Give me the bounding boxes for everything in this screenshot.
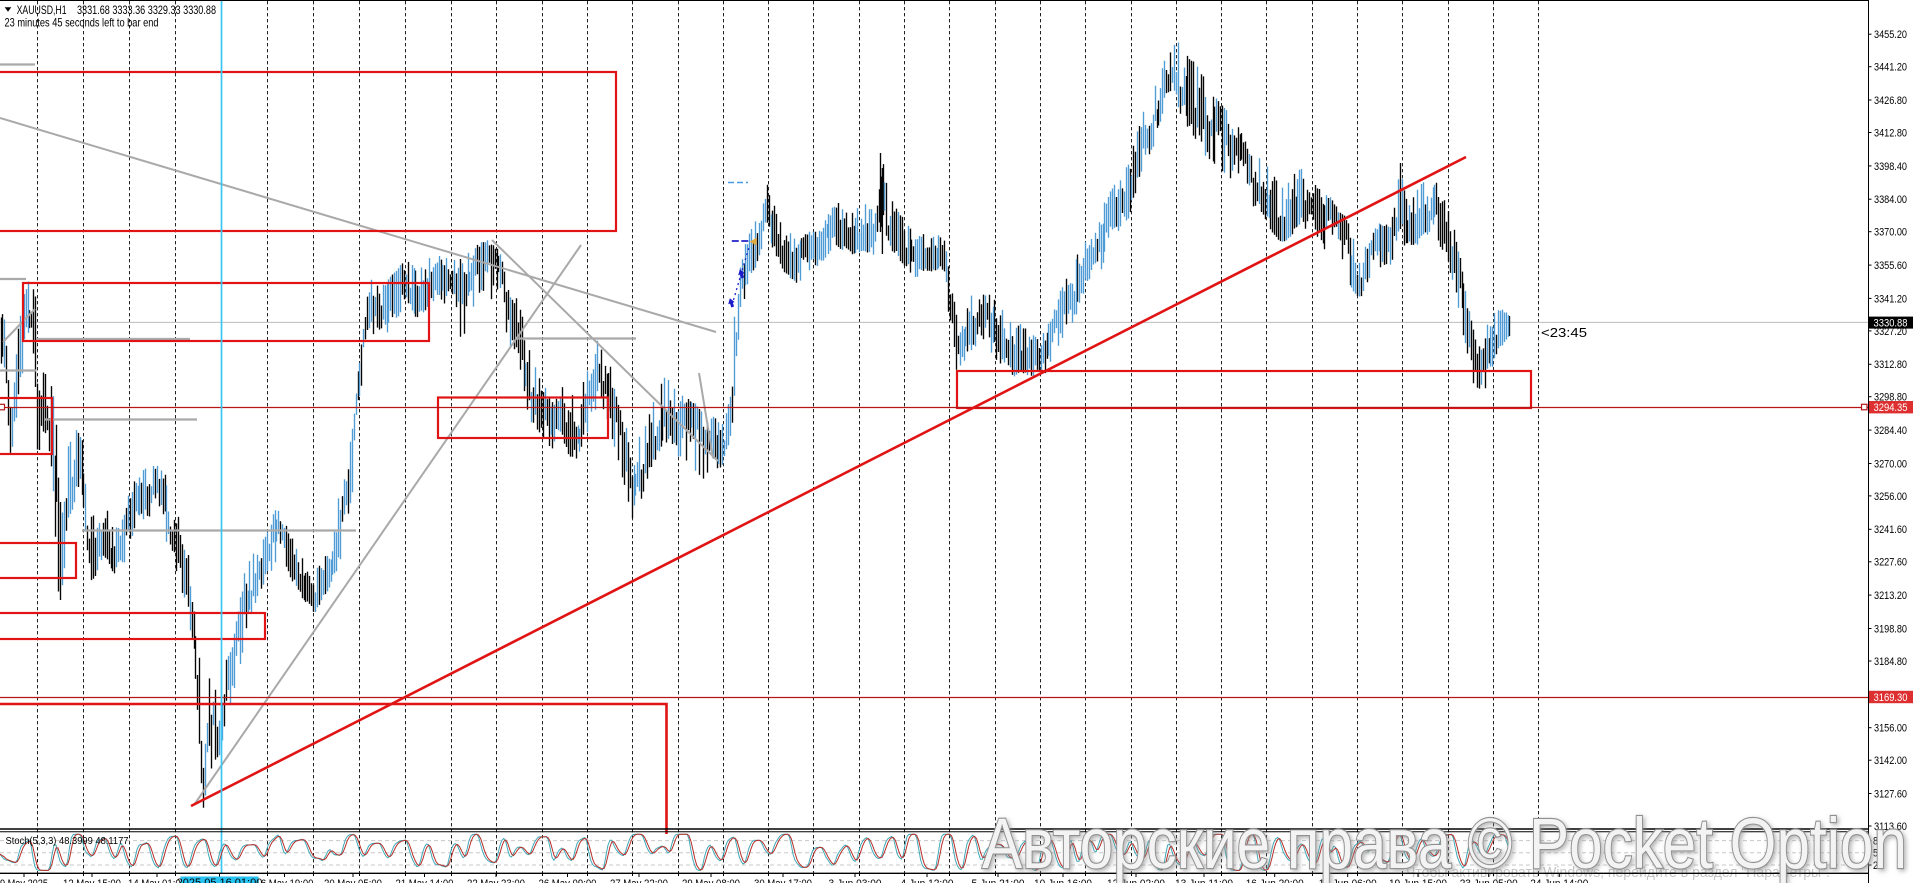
svg-text:3312.80: 3312.80 <box>1874 359 1907 371</box>
svg-text:23 Jun 05:00: 23 Jun 05:00 <box>1460 878 1518 883</box>
svg-text:3330.88: 3330.88 <box>1874 317 1908 329</box>
svg-text:3213.20: 3213.20 <box>1874 590 1907 602</box>
svg-text:Чтобы активировать Windows, пе: Чтобы активировать Windows, перейдите в … <box>1406 864 1830 881</box>
svg-text:13 Jun 11:00: 13 Jun 11:00 <box>1175 878 1233 883</box>
svg-text:3169.30: 3169.30 <box>1874 692 1908 704</box>
svg-text:30 May 17:00: 30 May 17:00 <box>754 878 812 883</box>
svg-text:3294.35: 3294.35 <box>1874 402 1908 414</box>
svg-text:10 Jun 16:00: 10 Jun 16:00 <box>1034 878 1092 883</box>
svg-text:3398.40: 3398.40 <box>1874 161 1907 173</box>
svg-text:3 Jun 03:00: 3 Jun 03:00 <box>829 878 882 883</box>
svg-text:20: 20 <box>1873 860 1883 872</box>
svg-text:3355.60: 3355.60 <box>1874 260 1907 272</box>
svg-text:22 May 23:00: 22 May 23:00 <box>467 878 525 883</box>
svg-text:80: 80 <box>1873 836 1883 848</box>
svg-text:20 May 05:00: 20 May 05:00 <box>324 878 382 883</box>
svg-text:3184.80: 3184.80 <box>1874 656 1907 668</box>
svg-text:3156.00: 3156.00 <box>1874 723 1907 735</box>
svg-text:3426.80: 3426.80 <box>1874 95 1907 107</box>
svg-text:27 May 22:00: 27 May 22:00 <box>610 878 668 883</box>
svg-text:4 Jun 12:00: 4 Jun 12:00 <box>901 878 954 883</box>
svg-text:3113.60: 3113.60 <box>1874 821 1907 833</box>
svg-text:3370.00: 3370.00 <box>1874 227 1907 239</box>
svg-text:19 Jun 15:00: 19 Jun 15:00 <box>1389 878 1447 883</box>
svg-text:3256.00: 3256.00 <box>1874 491 1907 503</box>
svg-text:3341.20: 3341.20 <box>1874 293 1907 305</box>
svg-text:24 Jun 14:00: 24 Jun 14:00 <box>1530 878 1588 883</box>
svg-text:3127.60: 3127.60 <box>1874 788 1907 800</box>
svg-text:3298.80: 3298.80 <box>1874 392 1907 404</box>
svg-text:26 May 09:00: 26 May 09:00 <box>539 878 597 883</box>
svg-text:21 May 14:00: 21 May 14:00 <box>396 878 454 883</box>
svg-text:12 May 15:00: 12 May 15:00 <box>63 878 121 883</box>
svg-text:3327.20: 3327.20 <box>1874 326 1907 338</box>
svg-text:5 Jun 21:00: 5 Jun 21:00 <box>972 878 1025 883</box>
svg-text:9 May 2025: 9 May 2025 <box>0 878 48 883</box>
svg-text:3142.00: 3142.00 <box>1874 755 1907 767</box>
svg-text:18 Jun 06:00: 18 Jun 06:00 <box>1319 878 1377 883</box>
svg-text:3227.60: 3227.60 <box>1874 557 1907 569</box>
svg-text:3270.00: 3270.00 <box>1874 458 1907 470</box>
svg-text:XAUUSD,H1: XAUUSD,H1 <box>17 3 67 17</box>
svg-text:50: 50 <box>1873 848 1883 860</box>
svg-text:2025.05.16 01:00: 2025.05.16 01:00 <box>177 877 263 883</box>
svg-text:3198.80: 3198.80 <box>1874 623 1907 635</box>
svg-text:3384.00: 3384.00 <box>1874 194 1907 206</box>
svg-text:3331.68 3333.36 3329.33 3330.8: 3331.68 3333.36 3329.33 3330.88 <box>77 3 216 17</box>
svg-text:29 May 08:00: 29 May 08:00 <box>682 878 740 883</box>
svg-text:3284.40: 3284.40 <box>1874 425 1907 437</box>
svg-text:3441.20: 3441.20 <box>1874 62 1907 74</box>
svg-text:3241.60: 3241.60 <box>1874 524 1907 536</box>
svg-text:3455.20: 3455.20 <box>1874 29 1907 41</box>
svg-text:<23:45: <23:45 <box>1541 325 1587 340</box>
svg-text:16 Jun 20:00: 16 Jun 20:00 <box>1246 878 1304 883</box>
svg-text:3412.80: 3412.80 <box>1874 127 1907 139</box>
svg-text:Stoch(5,3,3) 48.3999 48.1177: Stoch(5,3,3) 48.3999 48.1177 <box>6 835 129 847</box>
svg-text:16 May 19:00: 16 May 19:00 <box>256 878 314 883</box>
svg-text:12 Jun 02:00: 12 Jun 02:00 <box>1107 878 1165 883</box>
svg-text:23 minutes 45 seconds left to: 23 minutes 45 seconds left to bar end <box>5 15 159 29</box>
svg-text:Авторские права © Pocket Optio: Авторские права © Pocket Option <box>982 805 1907 883</box>
svg-text:14 May 01:00: 14 May 01:00 <box>128 878 186 883</box>
